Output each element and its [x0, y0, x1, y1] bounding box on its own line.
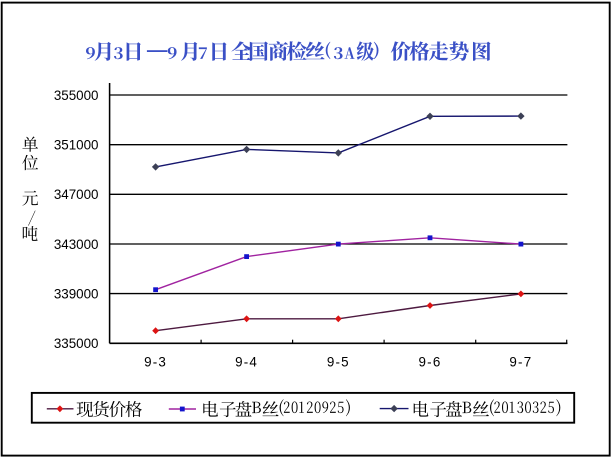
- svg-text:339000: 339000: [54, 287, 99, 302]
- svg-text:9-3: 9-3: [144, 355, 167, 370]
- svg-text:9-6: 9-6: [419, 355, 442, 370]
- svg-text:9-7: 9-7: [509, 355, 532, 370]
- svg-text:335000: 335000: [54, 336, 99, 351]
- svg-text:9-5: 9-5: [327, 355, 350, 370]
- svg-text:347000: 347000: [54, 187, 99, 202]
- svg-text:343000: 343000: [54, 237, 99, 252]
- svg-text:9-4: 9-4: [235, 355, 258, 370]
- svg-text:351000: 351000: [54, 138, 99, 153]
- svg-text:355000: 355000: [54, 88, 99, 103]
